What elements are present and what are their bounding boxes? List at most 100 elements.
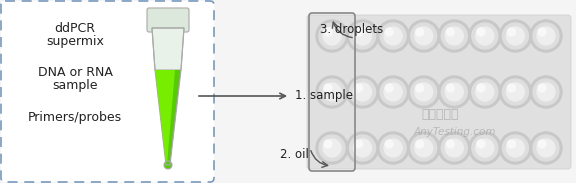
Circle shape — [324, 28, 332, 36]
Circle shape — [537, 83, 555, 101]
Circle shape — [446, 84, 454, 92]
Circle shape — [380, 23, 406, 49]
Circle shape — [416, 140, 424, 148]
Circle shape — [533, 23, 559, 49]
Circle shape — [502, 79, 528, 105]
Circle shape — [316, 132, 348, 164]
Circle shape — [324, 140, 332, 148]
Circle shape — [380, 79, 406, 105]
Circle shape — [469, 20, 501, 52]
Circle shape — [538, 140, 546, 148]
Circle shape — [355, 140, 362, 148]
Circle shape — [446, 28, 454, 36]
Ellipse shape — [164, 161, 172, 169]
Circle shape — [416, 28, 424, 36]
Circle shape — [350, 79, 376, 105]
Text: DNA or RNA: DNA or RNA — [37, 66, 112, 79]
Circle shape — [415, 27, 433, 45]
Circle shape — [502, 23, 528, 49]
Circle shape — [438, 20, 470, 52]
Circle shape — [472, 135, 498, 161]
Text: 嘉岚检测网: 嘉岚检测网 — [421, 109, 458, 122]
Circle shape — [477, 84, 485, 92]
Circle shape — [506, 139, 524, 157]
Circle shape — [538, 84, 546, 92]
Circle shape — [319, 23, 345, 49]
Circle shape — [377, 20, 409, 52]
Circle shape — [323, 27, 341, 45]
Circle shape — [506, 27, 524, 45]
Circle shape — [384, 83, 402, 101]
Circle shape — [416, 84, 424, 92]
Circle shape — [445, 27, 463, 45]
Circle shape — [502, 135, 528, 161]
Polygon shape — [152, 28, 184, 70]
Circle shape — [377, 132, 409, 164]
Circle shape — [384, 139, 402, 157]
Circle shape — [472, 23, 498, 49]
Circle shape — [441, 23, 467, 49]
Circle shape — [472, 79, 498, 105]
FancyBboxPatch shape — [307, 15, 571, 169]
Circle shape — [476, 83, 494, 101]
Circle shape — [316, 20, 348, 52]
Circle shape — [477, 28, 485, 36]
Circle shape — [476, 139, 494, 157]
Circle shape — [507, 140, 516, 148]
Circle shape — [385, 140, 393, 148]
Circle shape — [533, 79, 559, 105]
Circle shape — [350, 135, 376, 161]
Circle shape — [385, 28, 393, 36]
Text: ddPCR: ddPCR — [55, 21, 96, 35]
Text: 2. oil: 2. oil — [280, 148, 309, 162]
Circle shape — [347, 132, 378, 164]
Circle shape — [537, 139, 555, 157]
FancyBboxPatch shape — [147, 8, 189, 32]
Circle shape — [324, 84, 332, 92]
Circle shape — [530, 20, 562, 52]
Circle shape — [347, 20, 378, 52]
Circle shape — [469, 76, 501, 108]
Circle shape — [384, 27, 402, 45]
Circle shape — [499, 76, 532, 108]
Circle shape — [350, 23, 376, 49]
Circle shape — [411, 23, 437, 49]
Circle shape — [385, 84, 393, 92]
Circle shape — [354, 139, 372, 157]
Circle shape — [408, 76, 439, 108]
Circle shape — [445, 83, 463, 101]
Text: 1. sample: 1. sample — [295, 89, 353, 102]
Circle shape — [408, 132, 439, 164]
Circle shape — [441, 135, 467, 161]
Circle shape — [323, 83, 341, 101]
Circle shape — [319, 135, 345, 161]
Circle shape — [477, 140, 485, 148]
Circle shape — [476, 27, 494, 45]
Circle shape — [530, 76, 562, 108]
Circle shape — [355, 84, 362, 92]
Text: sample: sample — [52, 79, 98, 92]
Circle shape — [538, 28, 546, 36]
Circle shape — [415, 83, 433, 101]
Circle shape — [506, 83, 524, 101]
Circle shape — [445, 139, 463, 157]
Circle shape — [438, 76, 470, 108]
Circle shape — [530, 132, 562, 164]
FancyBboxPatch shape — [1, 1, 214, 182]
Circle shape — [377, 76, 409, 108]
Circle shape — [469, 132, 501, 164]
Circle shape — [446, 140, 454, 148]
Circle shape — [438, 132, 470, 164]
Circle shape — [411, 135, 437, 161]
Circle shape — [441, 79, 467, 105]
Text: Primers/probes: Primers/probes — [28, 111, 122, 124]
Circle shape — [380, 135, 406, 161]
Text: AnyTesting.com: AnyTesting.com — [414, 127, 497, 137]
Text: supermix: supermix — [46, 36, 104, 48]
Circle shape — [347, 76, 378, 108]
Circle shape — [316, 76, 348, 108]
Circle shape — [323, 139, 341, 157]
Circle shape — [408, 20, 439, 52]
Circle shape — [355, 28, 362, 36]
Polygon shape — [167, 70, 181, 165]
